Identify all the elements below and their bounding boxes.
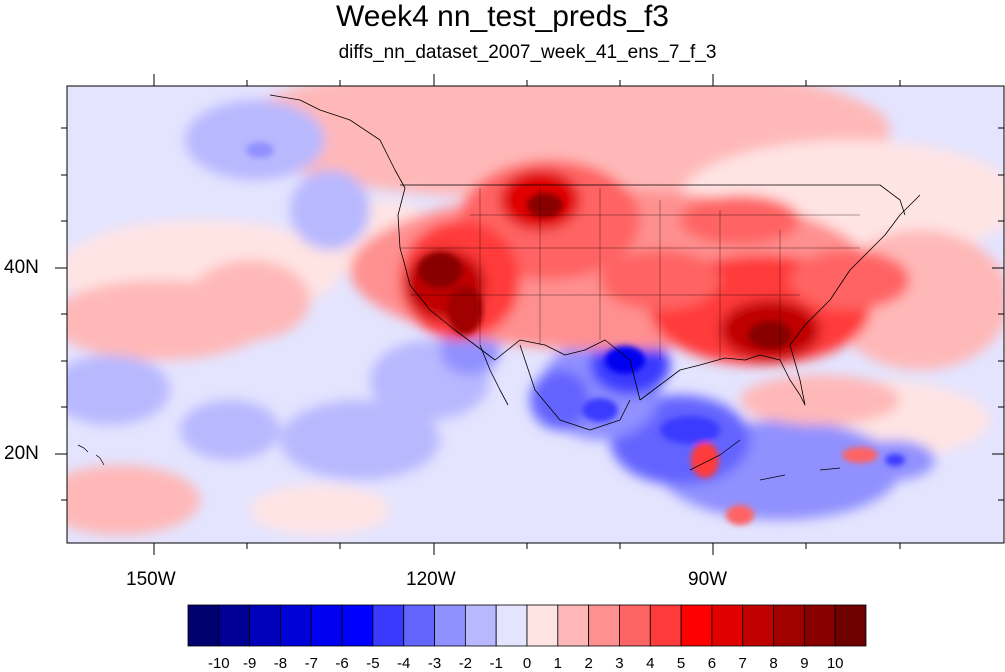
colorbar-tick-label: 5: [676, 655, 686, 672]
colorbar-tick-label: 0: [522, 655, 532, 672]
colorbar-tick-label: -7: [304, 655, 318, 672]
lat-label-20n: 20N: [4, 443, 39, 464]
colorbar-tick-label: 1: [553, 655, 562, 672]
colorbar-tick-label: -3: [427, 655, 442, 672]
colorbar-box: [711, 604, 744, 647]
lon-label-90w: 90W: [688, 569, 728, 590]
lon-label-120w: 120W: [406, 569, 456, 590]
colorbar-tick-label: 7: [738, 655, 747, 672]
colorbar-box: [464, 604, 497, 647]
colorbar-box: [680, 604, 713, 647]
colorbar-box: [249, 604, 281, 647]
colorbar-tick-label: 4: [646, 655, 655, 672]
colorbar-box: [588, 604, 620, 647]
coastlines: [269, 94, 921, 431]
colorbar-box: [495, 604, 528, 647]
colorbar-tick-label: -5: [366, 655, 380, 672]
colorbar-box: [310, 604, 343, 647]
colorbar-box: [372, 604, 405, 647]
map-panel: [67, 86, 1004, 543]
lon-label-150w: 150W: [126, 569, 176, 590]
colorbar-tick-label: -4: [397, 655, 411, 672]
colorbar-tick-label: 6: [707, 655, 717, 672]
lat-label-40n: 40N: [4, 257, 39, 278]
colorbar-box: [280, 604, 312, 647]
lat-ticks: [55, 127, 1004, 501]
colorbar-box: [803, 604, 836, 647]
colorbar-box: [649, 604, 682, 647]
colorbar-tick-label: 2: [584, 655, 593, 672]
colorbar-tick-label: -2: [458, 655, 473, 672]
colorbar-box: [434, 604, 466, 647]
colorbar-box: [773, 604, 805, 647]
state-borders: [400, 188, 860, 360]
colorbar-box: [742, 604, 774, 647]
map-title: Week4 nn_test_preds_f3: [335, 0, 669, 33]
colorbar-box: [341, 604, 374, 647]
colorbar-tick-label: 10: [826, 655, 844, 672]
colorbar-tick-label: 9: [800, 655, 809, 672]
colorbar-tick-label: -10: [207, 655, 230, 672]
anomaly-field: [67, 86, 1004, 535]
colorbar-box: [403, 604, 435, 647]
colorbar-box: [557, 604, 590, 647]
colorbar-tick-label: -6: [335, 655, 349, 672]
islands: [77, 439, 841, 481]
lon-ticks: [153, 74, 901, 555]
colorbar: [187, 604, 867, 647]
colorbar-box: [526, 604, 559, 647]
colorbar-tick-label: -9: [242, 655, 257, 672]
colorbar-tick-label: -1: [489, 655, 503, 672]
colorbar-tick-label: 3: [615, 655, 624, 672]
map-subtitle: diffs_nn_dataset_2007_week_41_ens_7_f_3: [338, 42, 717, 63]
anomaly-cores: [246, 142, 905, 525]
colorbar-box: [218, 604, 251, 647]
colorbar-tick-label: -8: [273, 655, 288, 672]
colorbar-box: [187, 604, 220, 647]
colorbar-tick-label: 8: [769, 655, 778, 672]
colorbar-box: [834, 604, 867, 647]
colorbar-box: [619, 604, 651, 647]
